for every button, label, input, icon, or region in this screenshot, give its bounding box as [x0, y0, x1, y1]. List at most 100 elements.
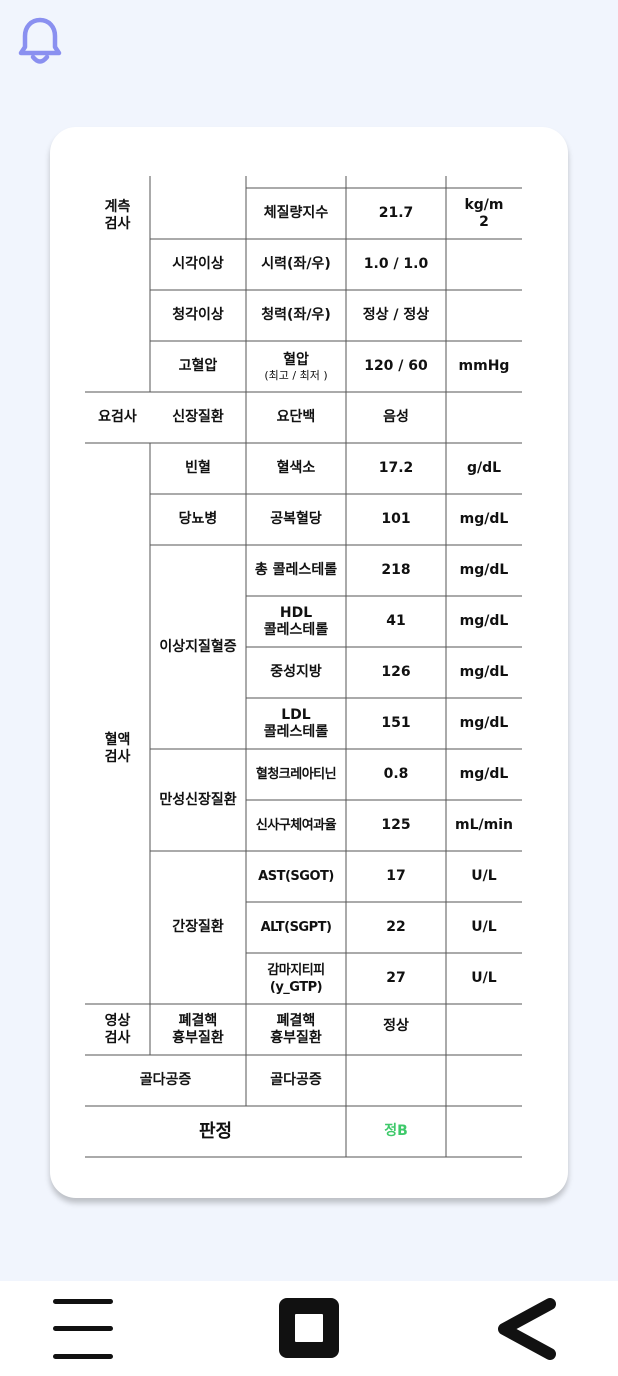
value-cell: 126 — [346, 647, 446, 698]
item-sub-label: (최고 / 최저 ) — [264, 368, 328, 382]
category-blood: 혈액 검사 — [85, 443, 150, 1055]
disease-diabetes-label: 당뇨병 — [178, 511, 218, 527]
category-urine: 요검사 — [85, 392, 150, 443]
value-label: 17 — [386, 868, 406, 884]
item-cell: 총 콜레스테롤 — [246, 545, 346, 596]
value-label: 17.2 — [378, 460, 414, 476]
item-label: 골다공증 — [270, 1072, 322, 1088]
disease-tb-label: 폐결핵 흉부질환 — [172, 1012, 224, 1046]
item-label: 혈색소 — [276, 460, 316, 476]
item-label: 혈압 — [283, 351, 309, 368]
item-label: 폐결핵 흉부질환 — [270, 1012, 322, 1046]
value-cell: 27 — [346, 953, 446, 1004]
value-label: 음성 — [383, 409, 409, 425]
unit-label: mg/dL — [459, 664, 509, 680]
unit-cell: U/L — [446, 953, 522, 1004]
value-cell: 125 — [346, 800, 446, 851]
item-label: ALT(SGPT) — [260, 920, 332, 935]
item-cell: 청력(좌/우) — [246, 290, 346, 341]
value-cell: 음성 — [346, 392, 446, 443]
unit-label: U/L — [471, 919, 497, 935]
item-label: 청력(좌/우) — [261, 307, 331, 323]
category-osteoporosis: 골다공증 — [85, 1055, 246, 1106]
value-cell: 정상 / 정상 — [346, 290, 446, 341]
verdict-value-text: 정B — [384, 1123, 408, 1139]
unit-label: mL/min — [455, 817, 513, 833]
square-home-icon[interactable] — [278, 1297, 340, 1359]
item-cell: 혈압 (최고 / 최저 ) — [246, 341, 346, 392]
health-result-card — [50, 127, 568, 1198]
value-label: 151 — [381, 715, 411, 731]
item-label: 요단백 — [276, 409, 316, 425]
unit-cell — [446, 239, 522, 290]
disease-diabetes: 당뇨병 — [150, 494, 246, 545]
disease-kidney-urine-label: 신장질환 — [172, 409, 224, 425]
item-label: 감마지티피 (y_GTP) — [267, 962, 325, 995]
value-label: 0.8 — [383, 766, 409, 782]
value-label: 정상 — [383, 1018, 409, 1034]
category-imaging-label: 영상 검사 — [104, 1012, 131, 1046]
value-label: 정상 / 정상 — [362, 307, 430, 323]
menu-icon[interactable] — [52, 1298, 114, 1360]
value-label: 41 — [386, 613, 406, 629]
item-label: 체질량지수 — [263, 205, 329, 221]
unit-cell: mg/dL — [446, 494, 522, 545]
bell-icon[interactable] — [16, 14, 64, 66]
value-cell: 1.0 / 1.0 — [346, 239, 446, 290]
item-cell: 혈청크레아티닌 — [246, 749, 346, 800]
value-cell: 101 — [346, 494, 446, 545]
value-cell: 17.2 — [346, 443, 446, 494]
value-cell: 120 / 60 — [346, 341, 446, 392]
category-blood-label: 혈액 검사 — [104, 732, 131, 765]
unit-label: U/L — [471, 970, 497, 986]
unit-cell — [446, 290, 522, 341]
disease-tb: 폐결핵 흉부질환 — [150, 1004, 246, 1055]
chevron-left-back-icon[interactable] — [494, 1298, 558, 1360]
item-cell: 체질량지수 — [246, 188, 346, 239]
unit-cell: mg/dL — [446, 647, 522, 698]
item-cell: 골다공증 — [246, 1055, 346, 1106]
disease-anemia: 빈혈 — [150, 443, 246, 494]
health-result-table: 계측 검사 요검사 혈액 검사 영상 검사 골다공증 시각이상 청각이상 고혈압… — [85, 176, 522, 1158]
category-measurement: 계측 검사 — [85, 176, 150, 256]
unit-label: kg/m 2 — [464, 196, 504, 230]
category-measurement-label: 계측 검사 — [104, 199, 131, 232]
item-cell: HDL 콜레스테롤 — [246, 596, 346, 647]
verdict-value: 정B — [346, 1106, 446, 1157]
disease-vision: 시각이상 — [150, 239, 246, 290]
disease-hearing: 청각이상 — [150, 290, 246, 341]
disease-liver-label: 간장질환 — [172, 919, 224, 935]
unit-cell: mL/min — [446, 800, 522, 851]
item-label: 중성지방 — [270, 664, 322, 680]
item-label: 총 콜레스테롤 — [254, 562, 338, 578]
category-imaging: 영상 검사 — [85, 1004, 150, 1055]
value-cell: 정상 — [346, 1004, 446, 1055]
value-cell: 218 — [346, 545, 446, 596]
category-urine-label: 요검사 — [98, 409, 137, 425]
value-label: 101 — [381, 511, 411, 527]
item-cell: 신사구체여과율 — [246, 800, 346, 851]
unit-cell: mg/dL — [446, 749, 522, 800]
value-label: 126 — [381, 664, 411, 680]
item-cell: 중성지방 — [246, 647, 346, 698]
unit-cell — [446, 1004, 522, 1055]
value-label: 1.0 / 1.0 — [363, 256, 429, 272]
disease-hearing-label: 청각이상 — [172, 307, 224, 323]
value-label: 27 — [386, 970, 406, 986]
unit-label: mg/dL — [459, 511, 509, 527]
value-cell: 17 — [346, 851, 446, 902]
item-label: 혈청크레아티닌 — [255, 767, 337, 782]
unit-cell: mg/dL — [446, 596, 522, 647]
disease-dyslipidemia: 이상지질혈증 — [150, 545, 246, 749]
item-label: 공복혈당 — [270, 511, 322, 527]
disease-anemia-label: 빈혈 — [185, 460, 211, 476]
unit-label: g/dL — [466, 460, 502, 476]
value-label: 21.7 — [378, 205, 414, 221]
unit-label: mg/dL — [459, 613, 509, 629]
unit-cell: mmHg — [446, 341, 522, 392]
disease-liver: 간장질환 — [150, 851, 246, 1004]
value-cell: 41 — [346, 596, 446, 647]
value-label: 120 / 60 — [364, 358, 428, 374]
value-cell: 151 — [346, 698, 446, 749]
unit-cell: U/L — [446, 851, 522, 902]
